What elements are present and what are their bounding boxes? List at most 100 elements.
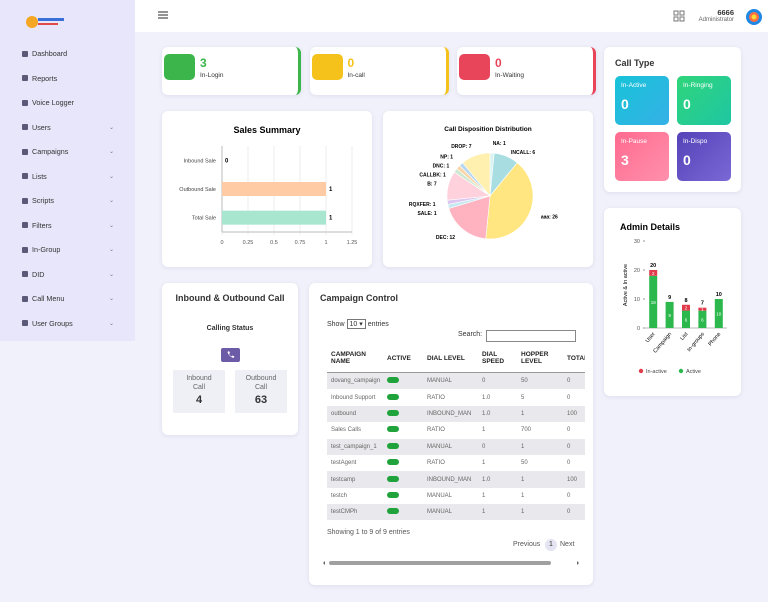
cell: 1 [517, 405, 563, 423]
menu-item[interactable]: Reports [22, 74, 114, 83]
toggle[interactable] [387, 442, 399, 449]
menu-icon [22, 246, 28, 253]
search-input[interactable] [486, 330, 576, 342]
cell: 0 [563, 504, 585, 520]
toggle[interactable] [387, 393, 399, 400]
cell: MANUAL [423, 438, 478, 455]
cell: 1 [517, 471, 563, 488]
label: Show [327, 320, 345, 328]
cell: 0 [563, 438, 585, 455]
type-tile: In-Dispo 0 [677, 132, 731, 181]
menu-icon [22, 99, 28, 106]
menu-icon [22, 271, 28, 277]
table-row: testAgent RATIO 1 50 0 [327, 455, 585, 471]
cell: Sales Calls [331, 427, 362, 434]
cell: test_campaign_1 [327, 438, 383, 455]
chevron: ⌄ [108, 296, 114, 302]
menu-item[interactable]: Call Menu ⌄ [22, 294, 114, 303]
column-header[interactable]: ACTIVE [383, 344, 423, 373]
menu-item[interactable]: In-Group ⌄ [22, 245, 114, 254]
cell: 1 [478, 504, 517, 520]
cell [383, 389, 423, 405]
stat-value: 3 [200, 56, 207, 70]
type-tile: In-Ringing 0 [677, 76, 731, 125]
tile-label: In-Ringing [683, 82, 713, 89]
tile-value: 0 [621, 96, 629, 112]
phone-button[interactable] [221, 348, 240, 362]
card-title: Call Type [615, 58, 655, 68]
next-button[interactable]: Next [560, 541, 575, 548]
apps-icon[interactable] [673, 10, 685, 22]
scrollbar[interactable] [321, 559, 581, 567]
stat-card: 0 In-call [309, 47, 449, 95]
cell [383, 488, 423, 504]
logo [26, 16, 64, 28]
menu-item[interactable]: Lists ⌄ [22, 172, 114, 181]
chevron: ⌄ [108, 149, 114, 155]
prev-button[interactable]: Previous [513, 541, 541, 548]
column-header[interactable]: DIAL SPEED [478, 344, 517, 373]
cell: 1.0 [482, 394, 491, 401]
cell: MANUAL [423, 504, 478, 520]
entries-select[interactable]: 10 ▾ [346, 319, 366, 329]
column-header[interactable]: TOTAL LEADS [563, 344, 585, 373]
column-header[interactable]: DIAL LEVEL [423, 344, 478, 373]
toggle[interactable] [387, 426, 399, 433]
menu-item[interactable]: Voice Logger [22, 98, 114, 107]
stat-icon [459, 54, 490, 80]
menu-icon [22, 148, 28, 155]
subtitle: Calling Status [206, 325, 254, 332]
cell [383, 438, 423, 455]
cell: 100 [563, 405, 585, 423]
cell: MANUAL [427, 492, 453, 499]
menu-item[interactable]: DID ⌄ [22, 270, 114, 279]
page-button[interactable]: 1 [545, 539, 557, 551]
menu-icon [22, 197, 28, 204]
column-header[interactable]: CAMPAIGN NAME [327, 344, 383, 373]
toggle[interactable] [387, 475, 399, 482]
menu-toggle[interactable] [157, 10, 169, 20]
cell: 0 [567, 460, 571, 467]
cell: 1 [517, 504, 563, 520]
menu-icon [22, 320, 28, 326]
stat-label: In-call [347, 72, 365, 79]
toggle[interactable] [387, 508, 399, 515]
call-tile: Outbound Call 63 [235, 370, 287, 413]
cell: 1 [517, 438, 563, 455]
tile-value: 4 [195, 394, 203, 406]
column-header[interactable]: HOPPER LEVEL [517, 344, 563, 373]
menu-item[interactable]: Dashboard [22, 49, 114, 58]
stat-value: 0 [495, 56, 502, 70]
cell [383, 372, 423, 390]
menu-item[interactable]: Scripts ⌄ [22, 196, 114, 205]
cell: 0 [567, 492, 571, 499]
menu-item[interactable]: Campaigns ⌄ [22, 147, 114, 156]
menu-label: Call Menu [32, 294, 65, 303]
toggle[interactable] [387, 491, 399, 498]
stat-icon [311, 54, 343, 80]
toggle[interactable] [387, 409, 399, 416]
cell [383, 422, 423, 438]
avatar[interactable] [745, 8, 763, 26]
menu-icon [22, 222, 28, 228]
chevron: ⌄ [108, 198, 114, 204]
cell: 0 [478, 372, 517, 390]
chevron: ⌄ [108, 173, 114, 180]
call-type-card: Call Type In-Active 0 In-Ringing 0 In-Pause 3… [604, 47, 741, 192]
menu-item[interactable]: Users ⌄ [22, 123, 114, 132]
menu-label: Lists [32, 171, 47, 181]
cell [383, 455, 423, 471]
disposition-card [383, 111, 593, 267]
menu-item[interactable]: User Groups ⌄ [22, 319, 114, 328]
stat-card: 0 In-Waiting [457, 47, 596, 95]
menu-item[interactable]: Filters ⌄ [22, 221, 114, 230]
toggle[interactable] [387, 459, 399, 466]
toggle[interactable] [387, 377, 399, 384]
cell: INBOUND_MAN [423, 471, 478, 488]
length-control: Show 10 ▾ entries [327, 319, 389, 329]
cell: 1.0 [478, 471, 517, 488]
tile-label: In-Dispo [683, 138, 708, 145]
table-row: outbound INBOUND_MAN 1.0 1 100 [327, 405, 585, 423]
tile-label: In-Active [621, 82, 647, 89]
cell [383, 471, 423, 488]
